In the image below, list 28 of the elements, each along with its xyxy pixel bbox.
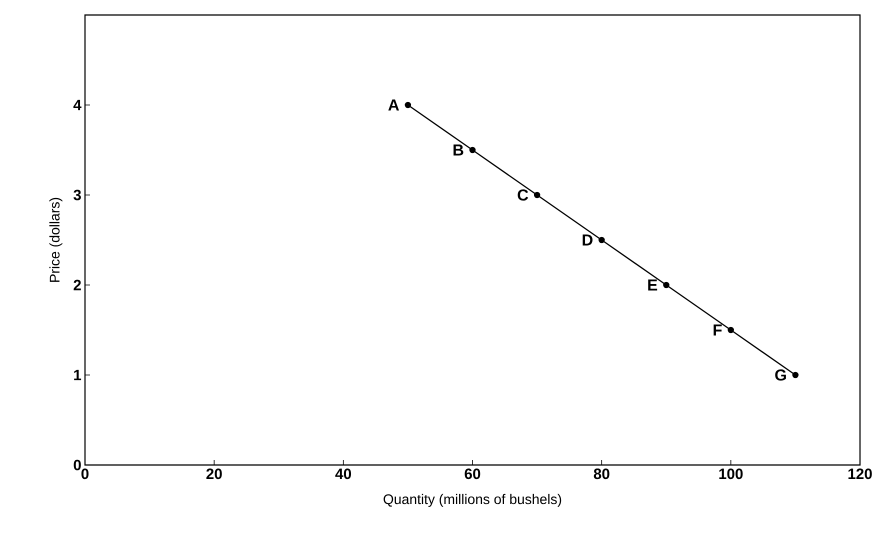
x-tick-label: 40 (335, 468, 352, 480)
y-tick-label: 2 (74, 280, 81, 290)
y-tick-label: 1 (74, 370, 82, 380)
annotation: D (582, 234, 593, 246)
x-tick-label: 60 (464, 468, 480, 480)
annotation: B (454, 144, 464, 156)
y-tick-label: 4 (73, 100, 82, 110)
point (469, 146, 476, 154)
y-tick-label: 3 (74, 190, 81, 200)
point (534, 192, 540, 198)
annotation: A (388, 100, 399, 110)
point (663, 282, 670, 288)
point (404, 102, 412, 108)
point (792, 372, 799, 378)
annotation: G (775, 369, 786, 381)
annotation: E (648, 280, 658, 290)
annotation: F (714, 324, 722, 336)
annotation: C (518, 189, 528, 201)
y-axis-title: Price (dollars) (49, 198, 62, 282)
x-tick-label: 100 (719, 468, 743, 480)
y-tick-label: 0 (74, 460, 81, 470)
x-tick-label: 20 (206, 468, 222, 480)
point (598, 236, 605, 244)
x-tick-label: 0 (81, 468, 89, 480)
x-tick-label: 120 (848, 468, 872, 480)
x-tick-label: 80 (594, 468, 610, 480)
point (728, 326, 734, 334)
x-axis-title: Quantity (millions of bushels) (384, 494, 562, 507)
